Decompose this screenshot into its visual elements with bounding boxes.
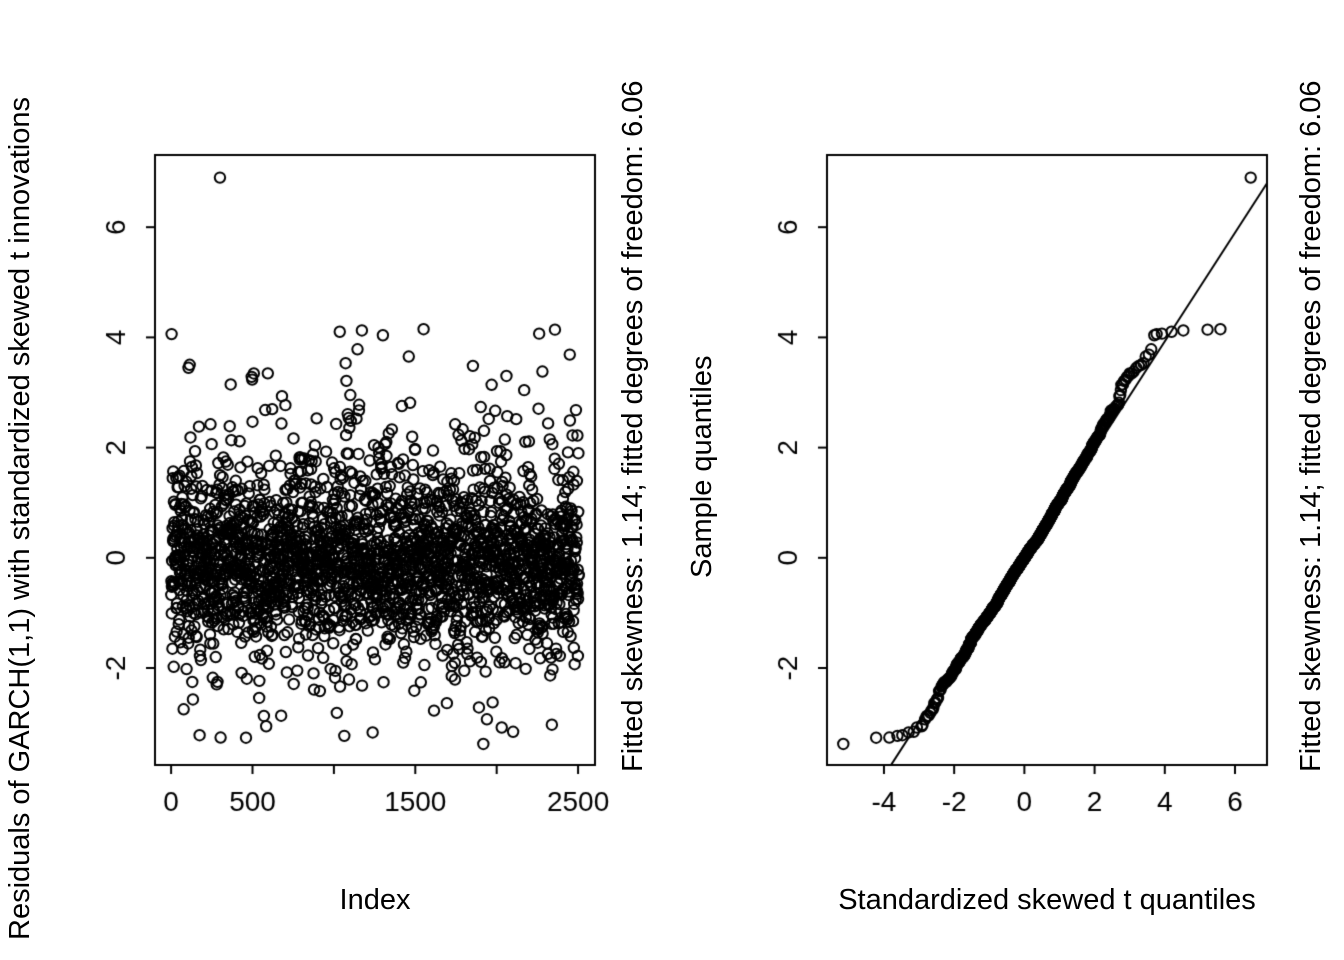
right-plot-x-axis-label: Standardized skewed t quantiles bbox=[838, 884, 1256, 916]
right-plot-fitted-params-label: Fitted skewness: 1.14; fitted degrees of… bbox=[1295, 80, 1327, 772]
right-plot-y-axis-label: Sample quantiles bbox=[686, 355, 718, 578]
left-plot-fitted-params-label: Fitted skewness: 1.14; fitted degrees of… bbox=[617, 80, 649, 772]
left-plot-x-axis-label: Index bbox=[339, 884, 411, 916]
left-plot-y-axis-label: Residuals of GARCH(1,1) with standardize… bbox=[4, 96, 36, 940]
